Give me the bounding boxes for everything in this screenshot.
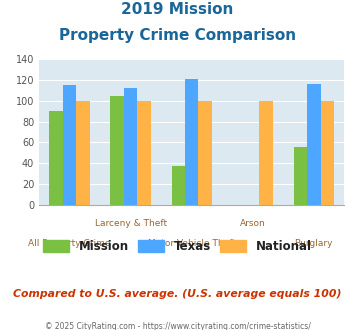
Bar (185, 79, 198, 205)
Bar (307, 84, 321, 205)
Text: Motor Vehicle Theft: Motor Vehicle Theft (148, 239, 236, 248)
Bar (63, 85, 76, 205)
Text: Property Crime Comparison: Property Crime Comparison (59, 28, 296, 43)
Bar (294, 147, 307, 205)
Text: Larceny & Theft: Larceny & Theft (94, 219, 167, 228)
Text: © 2025 CityRating.com - https://www.cityrating.com/crime-statistics/: © 2025 CityRating.com - https://www.city… (45, 322, 310, 330)
Bar (198, 101, 212, 205)
Text: All Property Crime: All Property Crime (28, 239, 111, 248)
Bar (76, 101, 90, 205)
Bar (260, 101, 273, 205)
Bar (321, 101, 334, 205)
Text: Burglary: Burglary (295, 239, 333, 248)
Bar (110, 96, 124, 205)
Text: 2019 Mission: 2019 Mission (121, 2, 234, 16)
Bar (171, 166, 185, 205)
Text: Arson: Arson (240, 219, 266, 228)
Legend: Mission, Texas, National: Mission, Texas, National (43, 240, 312, 253)
Text: Compared to U.S. average. (U.S. average equals 100): Compared to U.S. average. (U.S. average … (13, 289, 342, 299)
Bar (49, 111, 63, 205)
Bar (137, 101, 151, 205)
Bar (124, 88, 137, 205)
